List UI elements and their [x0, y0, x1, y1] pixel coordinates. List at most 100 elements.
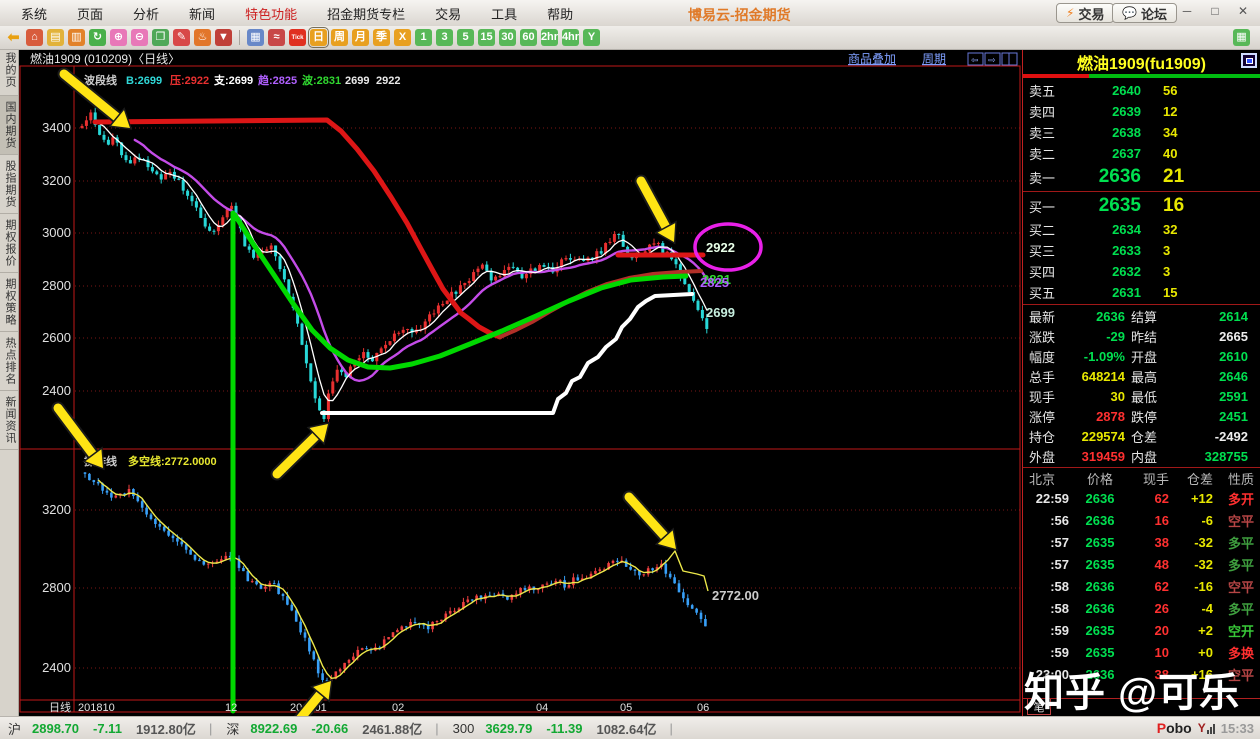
toolbar-button-⌂[interactable]: ⌂ — [26, 29, 43, 46]
menu-页面[interactable]: 页面 — [77, 6, 104, 22]
toolbar-button-4hr[interactable]: 4hr — [562, 29, 579, 46]
y-axis-label: 2400 — [42, 383, 71, 398]
annotation-arrow — [654, 220, 677, 245]
menu-招金期货专栏[interactable]: 招金期货专栏 — [327, 6, 406, 22]
maximize-button[interactable]: □ — [1211, 4, 1219, 18]
toolbar-button-2hr[interactable]: 2hr — [541, 29, 558, 46]
toolbar-button-月[interactable]: 月 — [352, 29, 369, 46]
toolbar-button-周[interactable]: 周 — [331, 29, 348, 46]
order-row[interactable]: 买四 2632 3 — [1029, 264, 1171, 280]
menu-帮助[interactable]: 帮助 — [547, 6, 574, 22]
toolbar-button-季[interactable]: 季 — [373, 29, 390, 46]
indicator-main-label: B:2699 — [126, 75, 162, 87]
sidebar-tab-新闻资讯[interactable]: 新闻资讯 — [0, 391, 18, 450]
toolbar-button-Tick[interactable]: Tick — [289, 29, 306, 46]
order-row[interactable]: 卖一 2636 21 — [1029, 166, 1185, 187]
status-bar: 沪 2898.70 -7.11 1912.80亿 | 深 8922.69 -20.66 2461… — [0, 716, 1260, 739]
indicator-main-label: 支:2699 — [213, 73, 253, 87]
order-row[interactable]: 卖三 2638 34 — [1029, 125, 1178, 141]
toolbar-button-3[interactable]: 3 — [436, 29, 453, 46]
toolbar-button-≈[interactable]: ≈ — [268, 29, 285, 46]
forum-button[interactable]: 💬 论坛 — [1112, 3, 1177, 23]
overlay-link[interactable]: 商品叠加 — [848, 51, 896, 66]
toolbar-button-▥[interactable]: ▥ — [68, 29, 85, 46]
menu-交易[interactable]: 交易 — [435, 6, 462, 22]
prev-page-icon[interactable]: ⇦ — [967, 52, 984, 66]
menu-分析[interactable]: 分析 — [133, 6, 160, 22]
toolbar-button-⊕[interactable]: ⊕ — [110, 29, 127, 46]
tick-row[interactable]: :57 2635 38 -32 多平 — [1050, 534, 1254, 551]
sidebar-tab-期权报价[interactable]: 期权报价 — [0, 214, 18, 273]
tick-row[interactable]: 22:59 2636 62 +12 多开 — [1035, 490, 1254, 507]
order-row[interactable]: 卖二 2637 40 — [1029, 146, 1178, 162]
tick-row[interactable]: :57 2635 48 -32 多平 — [1050, 556, 1254, 573]
buy-sell-ratio-bar — [1023, 74, 1260, 78]
tick-row[interactable]: :59 2635 20 +2 空开 — [1050, 622, 1254, 639]
info-row: 外盘 319459 内盘 328755 — [1029, 448, 1248, 465]
tab-tick-detail[interactable]: 笔 — [1027, 699, 1051, 715]
toolbar-button-❐[interactable]: ❐ — [152, 29, 169, 46]
order-row[interactable]: 卖五 2640 56 — [1029, 83, 1178, 99]
toolbar-button-Y[interactable]: Y — [583, 29, 600, 46]
tick-row[interactable]: :58 2636 26 -4 多平 — [1050, 600, 1254, 617]
price-tag: 2831 — [702, 272, 731, 287]
tick-row[interactable]: :56 2636 16 -6 空平 — [1050, 512, 1254, 529]
order-row[interactable]: 买五 2631 15 — [1029, 285, 1178, 301]
toolbar-button-⊖[interactable]: ⊖ — [131, 29, 148, 46]
info-row: 现手 30 最低 2591 — [1029, 388, 1248, 405]
sidebar-tab-期权策略[interactable]: 期权策略 — [0, 273, 18, 332]
clock: 15:33 — [1220, 720, 1254, 736]
y-axis-label: 2800 — [42, 580, 71, 595]
toolbar-button-1[interactable]: 1 — [415, 29, 432, 46]
toolbar-button-▤[interactable]: ▤ — [47, 29, 64, 46]
next-page-icon[interactable]: ⇨ — [984, 52, 1001, 66]
toolbar-button-60[interactable]: 60 — [520, 29, 537, 46]
restore-window-icon[interactable] — [1241, 53, 1257, 68]
trade-button[interactable]: ⚡ 交易 — [1056, 3, 1115, 23]
toolbar-button-日[interactable]: 日 — [308, 27, 329, 48]
period-link[interactable]: 周期 — [922, 52, 946, 66]
order-row[interactable]: 买三 2633 3 — [1029, 243, 1171, 259]
close-button[interactable]: ✕ — [1237, 4, 1249, 18]
split-window-icon[interactable] — [1001, 52, 1018, 66]
order-row[interactable]: 买二 2634 32 — [1029, 222, 1178, 238]
order-book: 卖五 2640 56 卖四 2639 12 卖三 2638 34 卖二 2637 40 卖一 2636 21… — [1023, 80, 1260, 303]
order-row[interactable]: 买一 2635 16 — [1029, 195, 1185, 216]
info-row: 涨跌 -29 昨结 2665 — [1029, 328, 1248, 345]
toolbar-button-5[interactable]: 5 — [457, 29, 474, 46]
toolbar-button-X[interactable]: X — [394, 29, 411, 46]
toolbar-button-✎[interactable]: ✎ — [173, 29, 190, 46]
menu-系统[interactable]: 系统 — [21, 6, 48, 22]
sidebar-tab-我的页面[interactable]: 我的页面▸ — [0, 50, 18, 96]
toolbar-button-15[interactable]: 15 — [478, 29, 495, 46]
order-row[interactable]: 卖四 2639 12 — [1029, 104, 1178, 120]
toolbar-button-30[interactable]: 30 — [499, 29, 516, 46]
toolbar-button-▼[interactable]: ▼ — [215, 29, 232, 46]
annotation-arrow — [82, 446, 105, 471]
sidebar-tab-热点排名[interactable]: 热点排名 — [0, 332, 18, 391]
gridlines — [75, 127, 1020, 669]
indicator-main-label: 压:2922 — [170, 73, 209, 87]
toolbar-button-♨[interactable]: ♨ — [194, 29, 211, 46]
x-axis-label: 201810 — [78, 702, 115, 714]
toolbar-button-↻[interactable]: ↻ — [89, 29, 106, 46]
minimize-button[interactable]: ─ — [1182, 4, 1192, 18]
sidebar-tab-国内期货[interactable]: 国内期货 — [0, 96, 18, 155]
sidebar-tab-股指期货[interactable]: 股指期货 — [0, 155, 18, 214]
toolbar-button-▦[interactable]: ▦ — [247, 29, 264, 46]
menu-特色功能[interactable]: 特色功能 — [245, 6, 298, 22]
menu-工具[interactable]: 工具 — [491, 6, 518, 22]
tick-row[interactable]: :58 2636 62 -16 空平 — [1050, 578, 1254, 595]
tick-row[interactable]: 23:00 2636 38 +16 空平 — [1035, 666, 1254, 683]
annotation-arrow — [654, 527, 678, 552]
quote-panel: 燃油1909(fu1909) 卖五 2640 56 卖四 2639 12 卖三 2638 34 卖… — [1022, 50, 1260, 716]
contract-title: 燃油1909(fu1909) — [1077, 56, 1206, 73]
toolbar-button-▦[interactable]: ▦ — [1233, 29, 1250, 46]
chart-texts: 波段线 B:2699 压:2922 支:2699 趋:2825 波:2831 2699 292… — [42, 73, 759, 714]
toolbar-button-⬅[interactable]: ⬅ — [7, 29, 20, 46]
indicator-main-label: 2699 — [345, 75, 369, 87]
tick-row[interactable]: :59 2635 10 +0 多换 — [1050, 644, 1254, 661]
menu-新闻[interactable]: 新闻 — [189, 6, 216, 22]
chart-area[interactable]: 波段线 B:2699 压:2922 支:2699 趋:2825 波:2831 2699 292… — [19, 50, 1022, 739]
annotation-arrow — [310, 678, 333, 703]
